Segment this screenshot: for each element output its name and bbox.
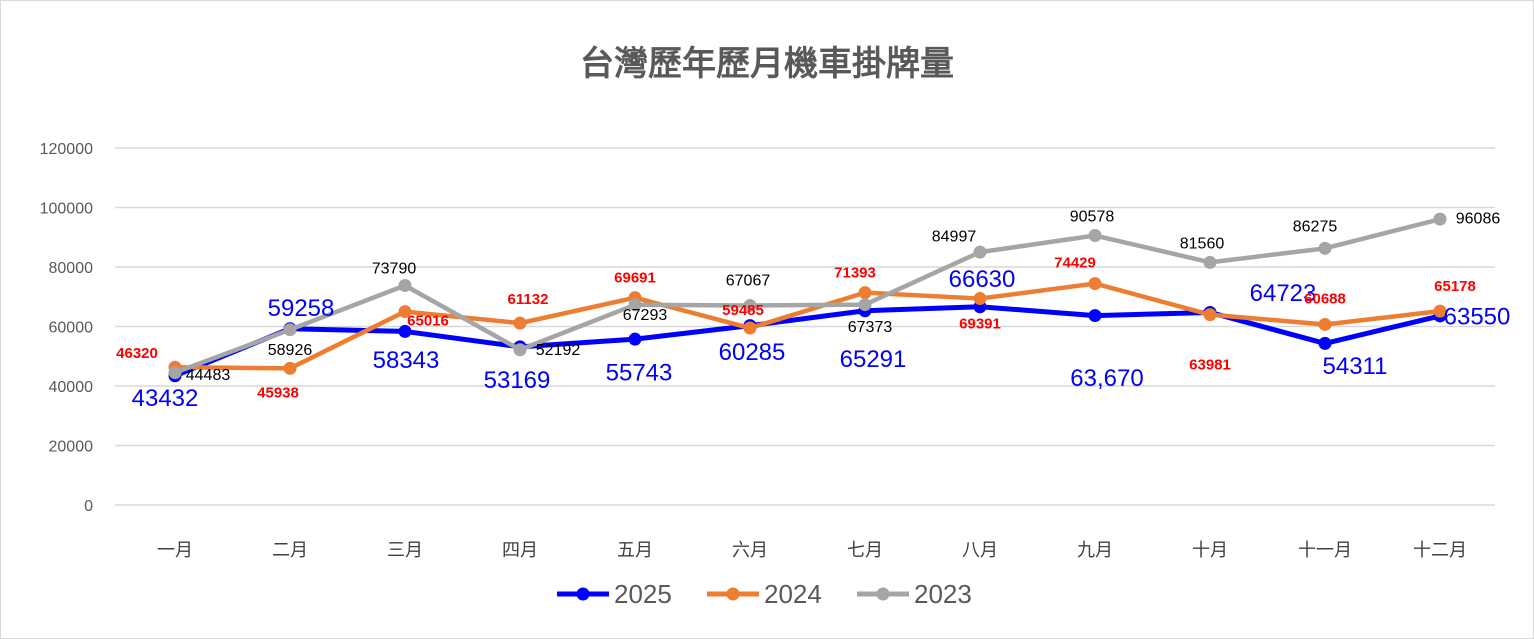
data-point-2023 bbox=[858, 298, 872, 312]
data-point-2023 bbox=[1318, 241, 1332, 255]
legend-item-2024: 2024 bbox=[707, 579, 822, 609]
data-label-2024: 46320 bbox=[116, 345, 158, 362]
data-label-2025: 59258 bbox=[268, 295, 335, 322]
data-label-2025: 65291 bbox=[840, 346, 907, 373]
data-point-2023 bbox=[743, 298, 757, 312]
y-tick-label: 80000 bbox=[49, 260, 94, 277]
data-label-2024: 65016 bbox=[407, 313, 449, 330]
data-label-2025: 58343 bbox=[373, 347, 440, 374]
data-label-2025: 63550 bbox=[1444, 303, 1511, 330]
data-label-2025: 60285 bbox=[719, 339, 786, 366]
y-tick-label: 20000 bbox=[49, 439, 94, 456]
data-point-2024 bbox=[743, 321, 757, 335]
y-tick-label: 40000 bbox=[49, 379, 94, 396]
data-label-2024: 60688 bbox=[1304, 290, 1346, 307]
data-label-2024: 74429 bbox=[1054, 255, 1096, 272]
legend-item-2023: 2023 bbox=[857, 579, 972, 609]
data-label-2024: 61132 bbox=[508, 291, 549, 308]
x-tick-label: 二月 bbox=[272, 540, 308, 561]
data-label-2023: 44483 bbox=[186, 367, 231, 384]
data-label-2025: 66630 bbox=[949, 266, 1016, 293]
data-point-2024 bbox=[513, 316, 527, 330]
data-label-2023: 58926 bbox=[268, 342, 313, 359]
series-line-2024 bbox=[174, 281, 1441, 371]
x-tick-label: 六月 bbox=[732, 540, 768, 561]
data-label-2024: 65178 bbox=[1434, 278, 1476, 295]
data-point-2023 bbox=[168, 366, 182, 380]
data-label-2025: 63,670 bbox=[1070, 365, 1143, 392]
data-point-2023 bbox=[973, 245, 987, 259]
data-label-2024: 69391 bbox=[959, 316, 1001, 333]
legend-label: 2025 bbox=[614, 579, 672, 609]
data-point-2023 bbox=[398, 278, 412, 292]
x-tick-label: 七月 bbox=[847, 540, 883, 561]
data-label-2025: 64723 bbox=[1250, 280, 1317, 307]
data-point-2024 bbox=[858, 286, 872, 300]
legend-marker-icon bbox=[576, 587, 590, 601]
x-tick-label: 四月 bbox=[502, 540, 538, 561]
x-tick-label: 十一月 bbox=[1298, 540, 1352, 561]
data-point-2025 bbox=[1318, 336, 1332, 350]
chart-title: 台灣歷年歷月機車掛牌量 bbox=[580, 44, 954, 84]
x-tick-label: 九月 bbox=[1077, 540, 1113, 561]
data-point-2023 bbox=[513, 343, 527, 357]
legend-label: 2024 bbox=[764, 579, 822, 609]
y-tick-label: 100000 bbox=[40, 201, 93, 218]
data-label-2023: 73790 bbox=[372, 261, 417, 278]
x-tick-label: 五月 bbox=[617, 540, 653, 561]
data-label-2025: 43432 bbox=[132, 385, 199, 412]
data-point-2024 bbox=[1433, 304, 1447, 318]
data-point-2023 bbox=[1088, 229, 1102, 243]
data-label-2025: 54311 bbox=[1323, 353, 1388, 380]
data-point-2025 bbox=[628, 332, 642, 346]
data-label-2023: 84997 bbox=[932, 228, 977, 245]
data-label-2023: 86275 bbox=[1293, 219, 1338, 236]
data-point-2025 bbox=[1088, 309, 1102, 323]
x-tick-label: 三月 bbox=[387, 540, 423, 561]
data-point-2023 bbox=[283, 323, 297, 337]
data-label-2023: 67067 bbox=[726, 273, 771, 290]
legend-marker-icon bbox=[726, 587, 740, 601]
data-label-2024: 59485 bbox=[722, 302, 764, 319]
data-label-2024: 63981 bbox=[1189, 357, 1231, 374]
data-point-2023 bbox=[628, 298, 642, 312]
data-point-2025 bbox=[398, 324, 412, 338]
data-label-2023: 90578 bbox=[1070, 209, 1115, 226]
data-label-2024: 69691 bbox=[614, 270, 656, 287]
data-label-2024: 71393 bbox=[834, 265, 876, 282]
legend-item-2025: 2025 bbox=[557, 579, 672, 609]
data-point-2023 bbox=[1203, 255, 1217, 269]
data-label-2023: 67293 bbox=[623, 307, 668, 324]
data-label-2023: 81560 bbox=[1180, 236, 1225, 253]
data-label-2024: 45938 bbox=[257, 384, 299, 401]
legend-marker-icon bbox=[876, 587, 890, 601]
data-label-2025: 53169 bbox=[484, 367, 551, 394]
y-tick-label: 120000 bbox=[40, 141, 93, 158]
y-tick-label: 0 bbox=[84, 498, 93, 515]
data-point-2024 bbox=[1203, 308, 1217, 322]
data-label-2023: 96086 bbox=[1456, 210, 1501, 227]
data-point-2023 bbox=[1433, 212, 1447, 226]
legend-label: 2023 bbox=[914, 579, 972, 609]
x-tick-label: 八月 bbox=[962, 540, 998, 561]
data-label-2023: 52192 bbox=[536, 342, 581, 359]
data-point-2024 bbox=[398, 305, 412, 319]
x-tick-label: 十月 bbox=[1192, 540, 1228, 561]
data-point-2024 bbox=[973, 292, 987, 306]
x-tick-label: 一月 bbox=[157, 540, 193, 561]
data-point-2024 bbox=[1088, 277, 1102, 291]
x-tick-label: 十二月 bbox=[1413, 540, 1467, 561]
data-point-2024 bbox=[1318, 317, 1332, 331]
data-point-2024 bbox=[283, 361, 297, 375]
series-line-2023 bbox=[174, 216, 1441, 375]
data-label-2023: 67373 bbox=[848, 319, 893, 336]
y-tick-label: 60000 bbox=[49, 320, 94, 337]
data-label-2025: 55743 bbox=[606, 360, 673, 387]
